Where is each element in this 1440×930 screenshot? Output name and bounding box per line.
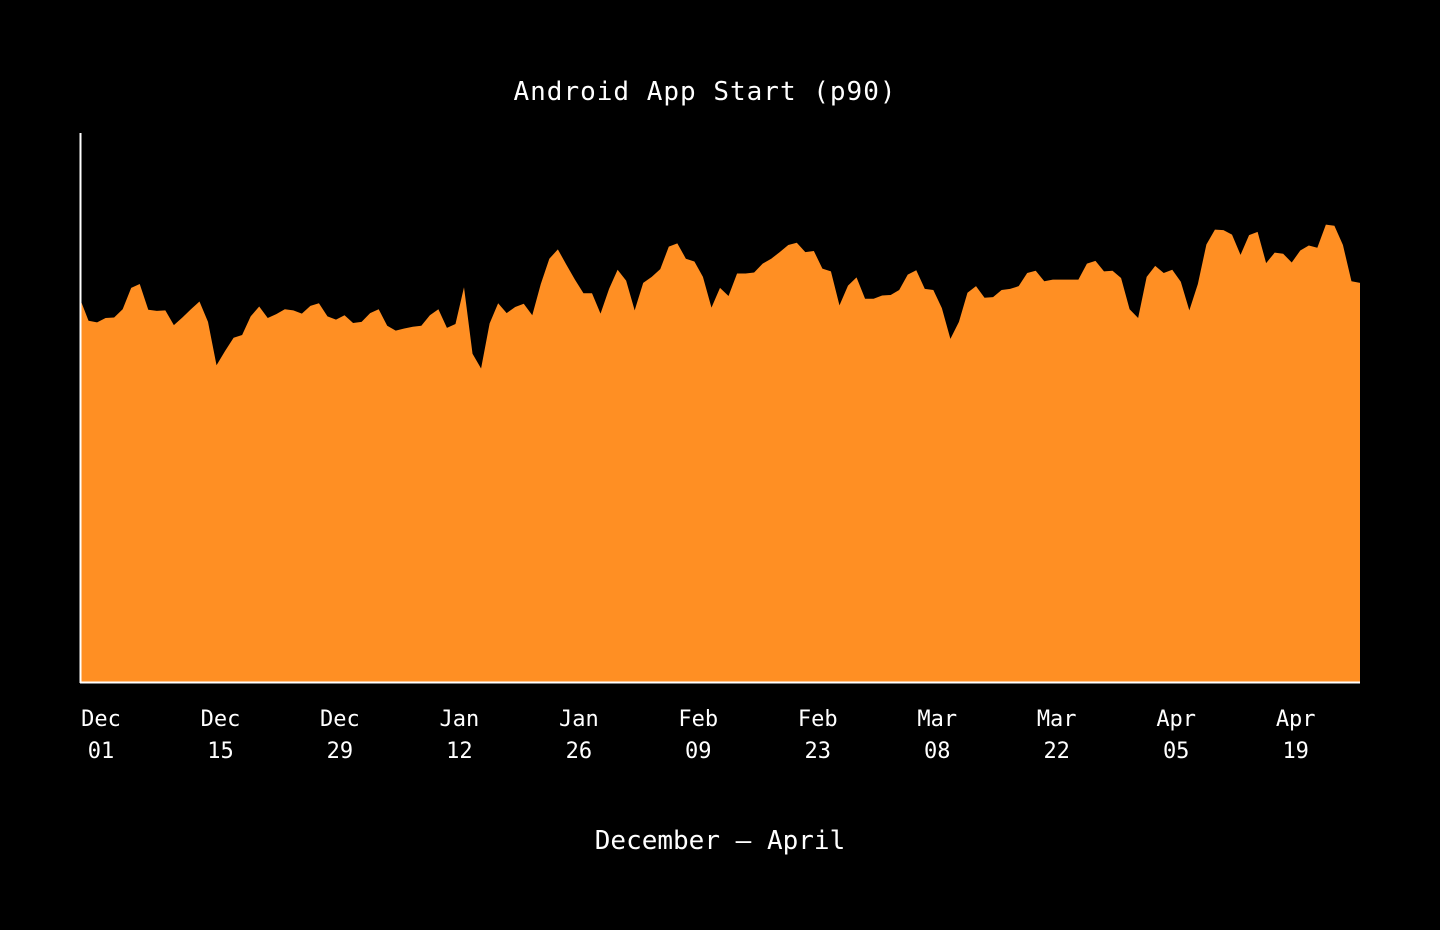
x-tick-month: Mar [1037,707,1077,732]
x-tick-day: 09 [685,739,712,764]
x-tick-label: Apr 05 [1156,707,1196,764]
x-tick-day: 05 [1163,739,1190,764]
x-tick-day: 22 [1043,739,1070,764]
x-axis-label: December — April [595,826,845,856]
x-tick-day: 15 [207,739,234,764]
x-tick-day: 19 [1282,739,1309,764]
x-tick-label: Feb 09 [678,707,718,764]
x-tick-day: 29 [327,739,354,764]
x-tick-label: Dec 01 [81,707,121,764]
x-tick-month: Apr [1276,707,1316,732]
x-tick-month: Feb [678,707,718,732]
x-tick-month: Dec [201,707,241,732]
x-tick-day: 23 [805,739,832,764]
x-tick-label: Dec 29 [320,707,360,764]
x-tick-month: Feb [798,707,838,732]
x-tick-day: 26 [566,739,593,764]
x-tick-label: Mar 08 [917,707,957,764]
x-tick-label: Mar 22 [1037,707,1077,764]
chart-title: Android App Start (p90) [513,77,896,107]
x-tick-month: Dec [81,707,121,732]
x-tick-label: Apr 19 [1276,707,1316,764]
x-tick-month: Jan [559,707,599,732]
x-tick-month: Jan [440,707,480,732]
x-tick-label: Jan 12 [440,707,480,764]
x-tick-label: Dec 15 [201,707,241,764]
series-area [80,224,1360,682]
x-tick-labels: Dec 01 Dec 15 Dec 29 Jan 12 Jan 26 Feb 09 Feb 23 Mar 08… [81,707,1315,764]
x-tick-month: Mar [917,707,957,732]
x-tick-label: Jan 26 [559,707,599,764]
x-tick-month: Dec [320,707,360,732]
x-tick-label: Feb 23 [798,707,838,764]
x-tick-month: Apr [1156,707,1196,732]
x-tick-day: 08 [924,739,951,764]
x-tick-day: 12 [446,739,473,764]
plot-area [80,224,1360,682]
x-tick-day: 01 [88,739,115,764]
